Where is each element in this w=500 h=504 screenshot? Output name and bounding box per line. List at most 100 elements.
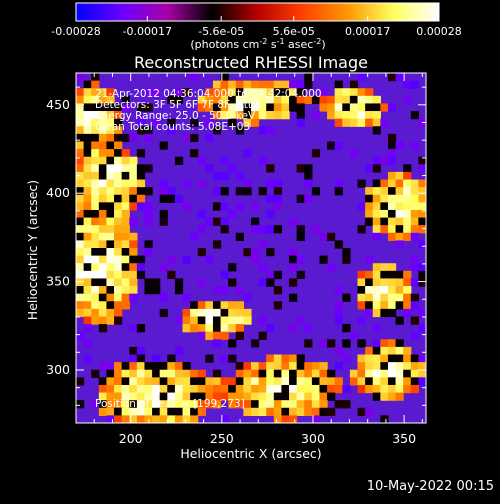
heatmap-cell — [83, 187, 92, 196]
heatmap-cell — [98, 240, 108, 249]
heatmap-cell — [418, 263, 426, 272]
heatmap-cell — [349, 149, 359, 158]
heatmap-cell — [220, 73, 229, 82]
heatmap-cell — [182, 407, 191, 416]
heatmap-cell — [372, 217, 381, 226]
heatmap-cell — [197, 225, 206, 234]
heatmap-cell — [174, 88, 184, 97]
heatmap-cell — [121, 217, 130, 226]
heatmap-cell — [220, 156, 229, 165]
heatmap-cell — [114, 301, 123, 310]
heatmap-cell — [403, 384, 412, 394]
heatmap-cell — [327, 392, 336, 401]
heatmap-cell — [395, 217, 404, 226]
heatmap-cell — [98, 377, 108, 386]
heatmap-cell — [266, 400, 275, 409]
heatmap-cell — [410, 255, 419, 264]
heatmap-cell — [159, 384, 168, 394]
heatmap-cell — [98, 171, 108, 181]
heatmap-cell — [91, 255, 100, 264]
heatmap-cell — [182, 369, 191, 378]
heatmap-cell — [136, 324, 146, 333]
heatmap-cell — [273, 301, 283, 310]
heatmap-cell — [311, 149, 321, 158]
heatmap-cell — [258, 278, 267, 287]
heatmap-cell — [190, 232, 199, 241]
heatmap-cell — [365, 377, 374, 386]
heatmap-cell — [114, 286, 123, 295]
heatmap-cell — [212, 286, 222, 295]
heatmap-cell — [304, 377, 313, 386]
heatmap-cell — [228, 95, 237, 105]
heatmap-cell — [357, 377, 366, 386]
heatmap-cell — [258, 331, 267, 340]
heatmap-cell — [387, 392, 397, 401]
heatmap-cell — [319, 392, 328, 401]
heatmap-cell — [174, 415, 184, 423]
heatmap-cell — [395, 141, 404, 150]
heatmap-cell — [197, 400, 206, 409]
heatmap-cell — [83, 103, 92, 112]
x-tick-label: 200 — [119, 431, 143, 446]
heatmap-cell — [349, 331, 359, 340]
heatmap-cell — [114, 141, 123, 150]
heatmap-cell — [243, 362, 252, 371]
heatmap-cell — [289, 400, 298, 409]
heatmap-cell — [212, 103, 222, 112]
heatmap-cell — [418, 209, 426, 219]
heatmap-cell — [91, 111, 100, 120]
heatmap-cell — [372, 324, 381, 333]
heatmap-cell — [98, 95, 108, 105]
heatmap-cell — [91, 164, 100, 173]
heatmap-cell — [152, 88, 161, 97]
heatmap-cell — [235, 301, 244, 310]
heatmap-cell — [395, 362, 404, 371]
heatmap-cell — [410, 187, 419, 196]
heatmap-cell — [174, 407, 184, 416]
heatmap-cell — [144, 88, 153, 97]
heatmap-cell — [190, 301, 199, 310]
heatmap-cell — [319, 339, 328, 348]
heatmap-cell — [357, 88, 366, 97]
plot-area: 200 250 300 350 300 350 400 450 — [46, 72, 427, 446]
heatmap-cell — [296, 362, 305, 371]
heatmap-cell — [98, 301, 108, 310]
heatmap-cell — [174, 278, 184, 287]
heatmap-cell — [121, 232, 130, 241]
heatmap-cell — [121, 377, 130, 386]
heatmap-cell — [98, 407, 108, 416]
heatmap-cell — [235, 103, 244, 112]
heatmap-cell — [83, 80, 92, 89]
heatmap-cell — [387, 187, 397, 196]
heatmap-cell — [114, 308, 123, 318]
heatmap-cell — [418, 217, 426, 226]
heatmap-cell — [243, 400, 252, 409]
heatmap-cell — [365, 278, 374, 287]
heatmap-cell — [205, 392, 214, 401]
heatmap-cell — [273, 392, 283, 401]
y-tick-label: 300 — [46, 362, 70, 377]
heatmap-cell — [83, 149, 92, 158]
heatmap-cell — [76, 156, 85, 165]
heatmap-cell — [372, 293, 381, 302]
x-tick-label: 300 — [301, 431, 325, 446]
heatmap-cell — [372, 301, 381, 310]
heatmap-cell — [251, 407, 260, 416]
heatmap-cell — [159, 179, 168, 188]
heatmap-cell — [136, 377, 146, 386]
heatmap-cell — [83, 111, 92, 120]
heatmap-cell — [387, 179, 397, 188]
heatmap-cell — [212, 171, 222, 181]
heatmap-cell — [296, 164, 305, 173]
heatmap-cell — [83, 248, 92, 257]
heatmap-cell — [372, 111, 381, 120]
heatmap-cell — [418, 354, 426, 363]
heatmap-cell — [136, 164, 146, 173]
heatmap-cell — [121, 301, 130, 310]
heatmap-cell — [106, 164, 115, 173]
heatmap-cell — [98, 308, 108, 318]
heatmap-cell — [380, 346, 389, 356]
heatmap-cell — [136, 263, 146, 272]
heatmap-cell — [174, 95, 184, 105]
heatmap-cell — [129, 278, 138, 287]
